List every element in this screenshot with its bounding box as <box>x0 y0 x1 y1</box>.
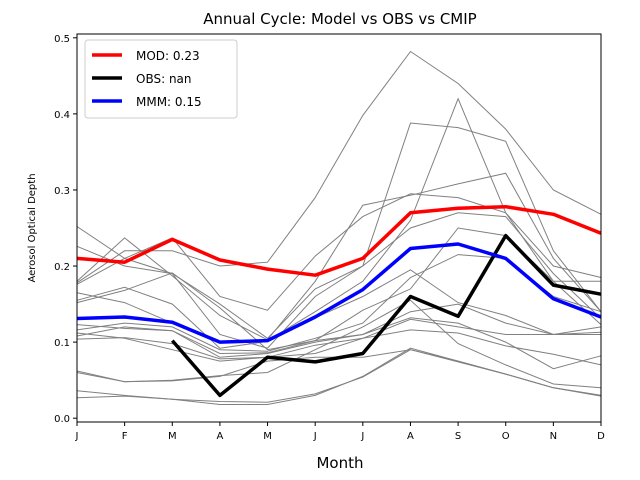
y-tick-label: 0.5 <box>54 34 70 45</box>
legend-label-mmm: MMM: 0.15 <box>136 95 202 109</box>
legend-label-obs: OBS: nan <box>136 72 192 86</box>
plot-frame <box>76 33 602 423</box>
cmip-model-line-2 <box>76 122 602 339</box>
cmip-model-line-4 <box>76 50 602 284</box>
series-line-mmm <box>76 242 602 344</box>
legend-label-mod: MOD: 0.23 <box>136 49 200 63</box>
x-tick-label: M <box>168 431 177 442</box>
cmip-model-line-11 <box>76 318 601 362</box>
cmip-model-line-13 <box>76 329 602 366</box>
x-tick-label: J <box>75 431 79 442</box>
x-tick-label: M <box>263 431 272 442</box>
y-tick-label: 0.0 <box>54 414 70 425</box>
legend-box <box>84 39 238 119</box>
series-line-obs <box>170 233 602 398</box>
x-tick-label: F <box>122 431 128 442</box>
x-tick-label: N <box>550 431 557 442</box>
cmip-model-line-17 <box>76 349 602 403</box>
y-axis: 0.0 0.1 0.2 0.3 0.4 0.5 <box>54 34 77 425</box>
x-axis-label: Month <box>316 454 363 472</box>
y-tick-label: 0.3 <box>54 186 70 197</box>
y-tick-label: 0.4 <box>54 110 70 121</box>
x-tick-label: D <box>597 431 605 442</box>
x-tick-label: J <box>313 431 317 442</box>
chart-title: Annual Cycle: Model vs OBS vs CMIP <box>203 10 476 28</box>
cmip-model-line-12 <box>76 317 602 370</box>
series-line-mod <box>76 204 602 277</box>
series-layer <box>76 204 602 398</box>
y-axis-label: Aerosol Optical Depth <box>27 173 38 282</box>
cmip-model-line-5 <box>76 212 602 349</box>
x-tick-label: A <box>216 431 223 442</box>
legend: MOD: 0.23 OBS: nan MMM: 0.15 <box>84 39 238 119</box>
cmip-model-line-14 <box>76 299 602 389</box>
y-tick-label: 0.2 <box>54 262 70 273</box>
y-tick-label: 0.1 <box>54 338 70 349</box>
x-tick-label: A <box>407 431 414 442</box>
cmip-model-line-7 <box>76 269 602 349</box>
x-tick-label: S <box>455 431 461 442</box>
cmip-model-line-3 <box>76 172 602 341</box>
x-tick-label: J <box>360 431 364 442</box>
cmip-model-line-6 <box>76 97 602 343</box>
x-tick-label: O <box>502 431 510 442</box>
